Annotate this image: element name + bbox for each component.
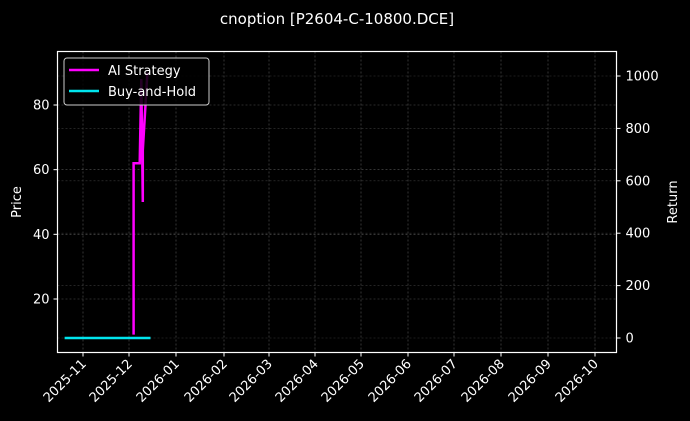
date-tick-label: 2026-01 [134,357,183,406]
price-axis-label: Price [10,186,25,218]
price-tick-label: 60 [33,163,50,178]
return-tick-label: 0 [626,332,634,347]
legend-box [63,57,210,106]
chart-title: cnoption [P2604-C-10800.DCE] [220,10,454,28]
date-tick-label: 2026-06 [366,357,415,406]
return-tick-label: 400 [626,227,651,242]
date-tick-label: 2026-02 [182,357,231,406]
legend-label-buy-and-hold: Buy-and-Hold [108,85,196,100]
return-tick-label: 800 [626,122,651,137]
date-axis: 2025-112025-122026-012026-022026-032026-… [41,352,602,406]
date-tick-label: 2026-10 [553,357,602,406]
plot-series [64,72,151,340]
plot-frame [56,50,618,354]
date-tick-label: 2026-09 [506,357,555,406]
price-tick-label: 40 [33,228,50,243]
date-tick-label: 2026-04 [273,357,322,406]
price-axis: 20 40 60 80 [33,99,58,308]
return-axis-label: Return [666,180,681,223]
return-tick-label: 600 [626,174,651,189]
date-tick-label: 2026-03 [227,357,276,406]
return-axis: 0 200 400 600 800 1000 [616,70,659,347]
price-tick-label: 20 [33,293,50,308]
legend: AI Strategy Buy-and-Hold [63,57,210,106]
date-tick-label: 2026-07 [412,357,461,406]
legend-label-ai-strategy: AI Strategy [108,64,181,79]
date-tick-label: 2026-05 [319,357,368,406]
date-tick-label: 2026-08 [459,357,508,406]
return-tick-label: 200 [626,279,651,294]
return-tick-label: 1000 [626,70,659,85]
price-tick-label: 80 [33,99,50,114]
date-tick-label: 2025-12 [87,357,136,406]
date-tick-label: 2025-11 [41,357,90,406]
series-line-ai-strategy [132,72,149,335]
